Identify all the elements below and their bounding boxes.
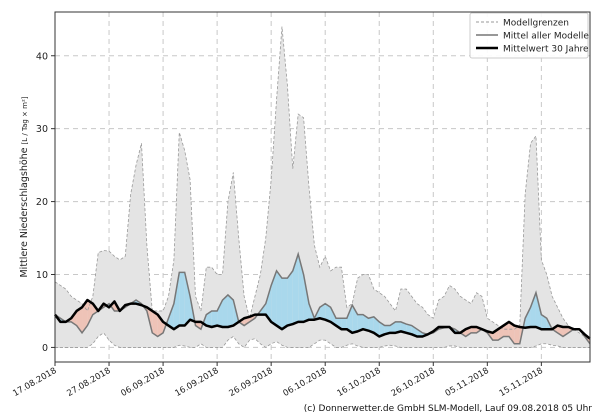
y-tick-label: 10 (36, 270, 48, 281)
climate-mean-line (53, 298, 591, 340)
x-tick-label: 16.10.2018 (336, 366, 383, 399)
above-normal-area (341, 318, 347, 330)
x-tick-label: 15.11.2018 (498, 366, 545, 399)
above-normal-area (336, 318, 342, 330)
area-fills (55, 26, 590, 348)
y-axis-label: Mittlere Niederschlagshöhe [L / Tag × m²… (19, 96, 30, 277)
x-tick-label: 26.09.2018 (228, 366, 275, 399)
above-normal-area (373, 316, 380, 337)
x-tick-label: 06.09.2018 (119, 366, 166, 399)
above-normal-area (265, 285, 272, 322)
series-lines (53, 26, 591, 348)
x-tick-label: 26.10.2018 (390, 366, 437, 399)
above-normal-area (179, 272, 185, 326)
above-normal-area (271, 270, 277, 326)
above-normal-area (400, 321, 407, 333)
y-tick-label: 30 (36, 124, 48, 135)
above-normal-area (217, 300, 223, 327)
above-normal-area (357, 314, 364, 332)
above-normal-area (276, 270, 282, 330)
above-normal-area (363, 314, 369, 331)
above-normal-area (292, 254, 299, 325)
above-normal-area (379, 321, 385, 337)
y-tick-label: 40 (36, 51, 48, 62)
y-axis-unit: [L / Tag × m²] (21, 96, 29, 144)
y-axis-label-text: Mittlere Niederschlagshöhe (19, 147, 30, 277)
below-normal-area (471, 327, 477, 333)
above-normal-area (319, 303, 326, 320)
above-normal-area (541, 314, 547, 330)
x-tick-label: 05.11.2018 (444, 366, 491, 399)
below-normal-area (508, 321, 515, 344)
above-normal-area (346, 305, 353, 333)
legend-box (469, 12, 589, 59)
credit-footer: (c) Donnerwetter.de GmbH SLM-Modell, Lau… (303, 404, 592, 414)
below-normal-area (152, 310, 158, 337)
envelope-min-line (55, 332, 590, 348)
above-normal-area (368, 316, 374, 333)
x-tick-label: 17.08.2018 (11, 366, 58, 399)
below-normal-area (195, 321, 201, 330)
above-normal-area (330, 307, 337, 326)
below-normal-area (562, 327, 569, 337)
envelope-area (55, 26, 590, 348)
y-tick-label: 20 (36, 197, 48, 208)
above-normal-area (184, 272, 191, 326)
above-normal-area (211, 310, 218, 327)
above-normal-area (206, 310, 212, 327)
above-normal-area (168, 303, 174, 330)
above-normal-area (535, 292, 542, 330)
below-normal-area (492, 329, 499, 341)
above-normal-area (525, 307, 531, 328)
below-normal-area (157, 314, 164, 337)
above-normal-area (287, 270, 293, 326)
x-axis: 17.08.2018 27.08.2018 06.09.2018 16.09.2018… (11, 362, 545, 399)
above-normal-area (417, 329, 423, 337)
plot-frame (54, 11, 591, 363)
below-normal-area (514, 325, 520, 344)
x-tick-label: 06.10.2018 (282, 366, 329, 399)
above-normal-area (222, 294, 228, 327)
legend: Modellgrenzen Mittel aller Modelle Mitte… (469, 12, 589, 59)
above-normal-area (281, 278, 288, 330)
x-tick-label: 16.09.2018 (173, 366, 220, 399)
above-normal-area (395, 321, 401, 333)
y-axis: 0 10 20 30 40 (36, 51, 55, 354)
legend-label: Mittelwert 30 Jahre (503, 45, 589, 55)
below-normal-area (87, 300, 93, 326)
legend-label: Modellgrenzen (503, 19, 569, 29)
above-normal-area (406, 324, 412, 335)
above-normal-area (530, 292, 536, 327)
y-tick-label: 0 (42, 343, 48, 354)
legend-label: Mittel aller Modelle (503, 32, 589, 42)
above-normal-area (352, 305, 358, 333)
above-normal-area (303, 274, 309, 322)
above-normal-area (325, 303, 331, 322)
x-tick-label: 27.08.2018 (65, 366, 112, 399)
precipitation-chart: 0 10 20 30 40 17.08.2018 27.08.2018 06.09.2018… (11, 11, 591, 399)
above-normal-area (227, 294, 234, 327)
below-normal-area (82, 300, 88, 333)
above-normal-area (173, 272, 180, 330)
